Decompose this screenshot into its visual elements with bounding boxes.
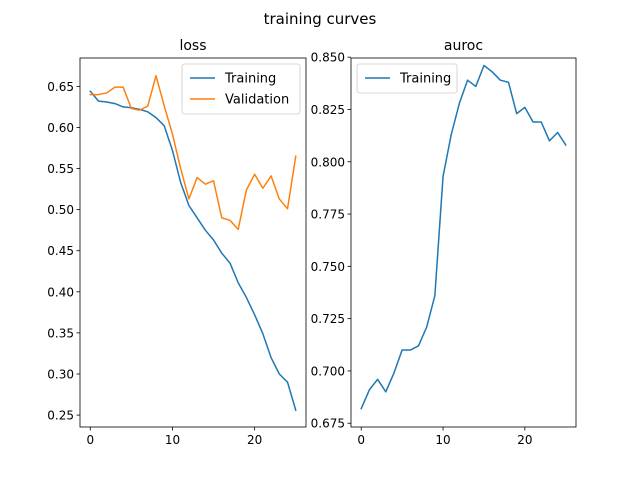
x-tick-label: 0 — [86, 433, 94, 447]
legend-label-training: Training — [224, 72, 276, 87]
axes-title: auroc — [444, 38, 483, 54]
y-tick-label: 0.65 — [47, 80, 74, 94]
y-tick-label: 0.725 — [311, 312, 345, 326]
y-tick-label: 0.750 — [311, 260, 345, 274]
auroc-axes: auroc 0 10 20 0.675 0.700 0.725 0.750 0.775 0.800… — [311, 38, 577, 447]
axes-frame — [350, 57, 577, 428]
axes-frame — [79, 57, 307, 428]
y-tick-label: 0.700 — [311, 364, 345, 378]
series-line-training — [89, 90, 297, 412]
x-tick-label: 20 — [247, 433, 262, 447]
series-line-validation — [89, 74, 297, 231]
legend-box — [356, 63, 458, 94]
y-tick-label: 0.50 — [47, 203, 74, 217]
y-tick-label: 0.40 — [47, 285, 74, 299]
series-line-training — [360, 64, 567, 410]
y-tick-label: 0.30 — [47, 367, 74, 381]
legend-box — [181, 63, 301, 115]
y-tick-label: 0.35 — [47, 326, 74, 340]
y-tick-label: 0.775 — [311, 208, 345, 222]
figure-suptitle: training curves — [264, 10, 377, 28]
x-tick-label: 10 — [165, 433, 180, 447]
axes-title: loss — [179, 38, 206, 54]
legend-label-validation: Validation — [225, 93, 289, 108]
y-tick-label: 0.800 — [311, 155, 345, 169]
x-tick-label: 10 — [435, 433, 450, 447]
y-tick-label: 0.675 — [311, 417, 345, 431]
y-tick-label: 0.55 — [47, 162, 74, 176]
y-tick-label: 0.60 — [47, 121, 74, 135]
loss-axes: loss 0 10 20 0.25 0.30 0.35 0.40 0.45 0.50 0.55 0.6… — [47, 38, 307, 447]
legend-label-training: Training — [399, 72, 451, 87]
y-tick-label: 0.25 — [47, 409, 74, 423]
x-tick-label: 0 — [357, 433, 365, 447]
legend: Training Validation — [181, 63, 301, 115]
x-tick-label: 20 — [517, 433, 532, 447]
y-tick-label: 0.45 — [47, 244, 74, 258]
legend: Training — [356, 63, 458, 94]
y-tick-label: 0.825 — [311, 103, 345, 117]
y-tick-label: 0.850 — [311, 51, 345, 65]
